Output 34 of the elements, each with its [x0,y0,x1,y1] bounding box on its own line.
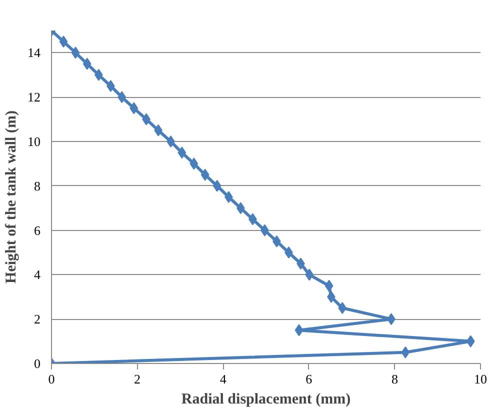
point [178,146,186,159]
x-tick-label: 10 [474,372,487,386]
y-tick-label: 14 [28,45,41,60]
point [106,80,115,92]
y-tick-label: 12 [28,90,40,105]
point [212,180,222,192]
point [130,102,138,114]
point [338,302,347,314]
point [59,36,68,48]
point [82,58,92,70]
point [294,324,304,336]
x-tick-label: 4 [220,372,227,386]
x-tick-label: 8 [391,372,398,386]
y-axis-title: Height of the tank wall (m) [4,110,20,284]
point [118,91,126,104]
y-tick-label: 0 [34,356,40,371]
y-tick-label: 8 [34,178,40,194]
x-axis-title: Radial displacement (mm) [181,392,351,408]
point [71,46,80,59]
point [190,158,198,170]
point [224,191,233,203]
x-tick-label: 0 [48,372,55,386]
y-tick-label: 2 [34,312,40,327]
point [401,346,410,358]
point [324,280,334,292]
point [166,136,175,148]
point [200,168,210,181]
point [284,246,293,258]
x-tick-label: 6 [306,372,313,386]
y-tick-label: 10 [28,134,40,149]
y-tick-label: 6 [34,222,41,238]
y-tick-label: 4 [34,267,41,282]
x-tick-label: 2 [134,372,141,386]
point [466,335,475,348]
